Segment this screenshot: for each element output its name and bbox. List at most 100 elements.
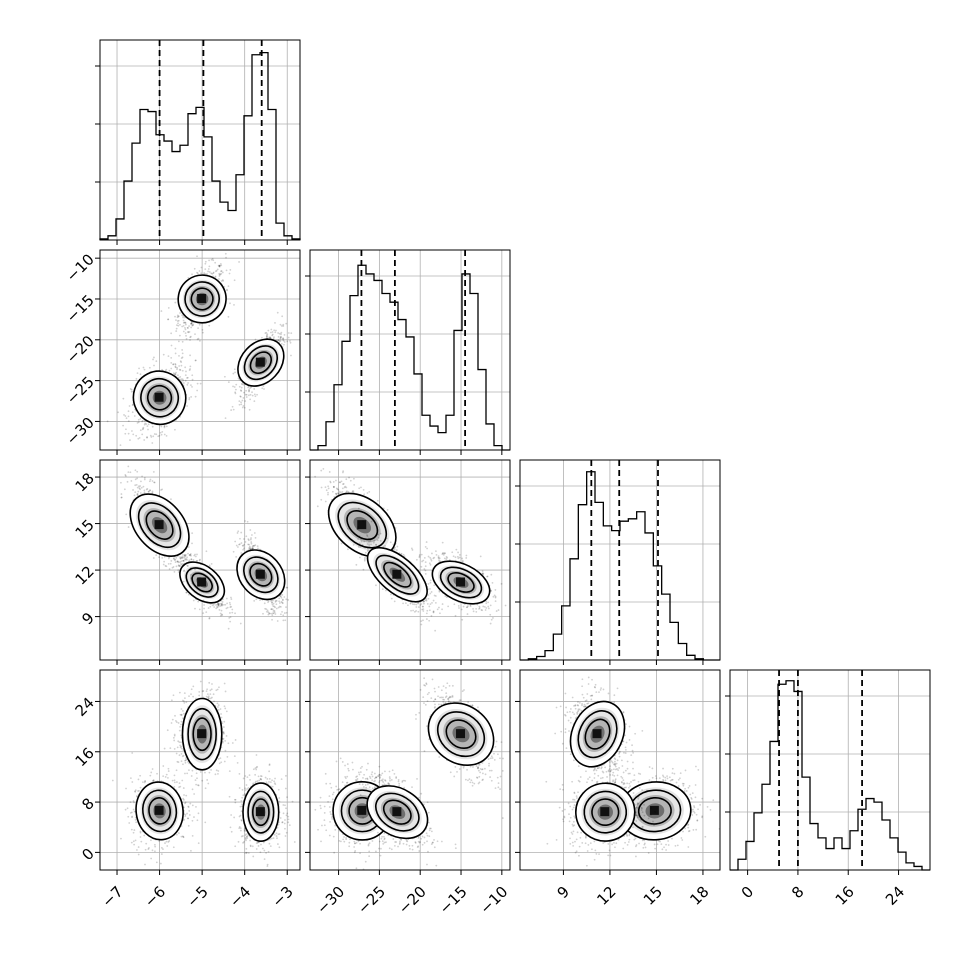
sample-point: [221, 614, 224, 616]
sample-point: [274, 606, 276, 609]
sample-point: [234, 540, 237, 543]
sample-point: [430, 558, 432, 561]
sample-point: [140, 451, 142, 453]
sample-point: [161, 556, 164, 559]
contour-line: [190, 287, 214, 311]
sample-point: [444, 552, 446, 555]
y-tick-label: −20: [63, 332, 98, 367]
sample-point: [262, 612, 264, 615]
sample-point: [266, 334, 268, 337]
sample-point: [227, 285, 230, 288]
sample-point: [217, 603, 220, 606]
sample-point: [497, 609, 500, 611]
sample-point: [237, 530, 240, 533]
sample-point: [176, 560, 179, 563]
sample-point: [273, 611, 276, 614]
sample-point: [228, 616, 231, 619]
sample-point: [220, 272, 223, 275]
sample-point: [177, 564, 180, 567]
sample-point: [225, 607, 228, 610]
sample-point: [187, 331, 190, 334]
sample-point: [185, 370, 187, 373]
sample-point: [441, 552, 444, 555]
sample-point: [139, 429, 142, 432]
sample-point: [140, 486, 143, 489]
sample-point: [290, 332, 293, 335]
sample-point: [124, 474, 127, 476]
sample-point: [229, 612, 231, 614]
sample-point: [273, 605, 276, 608]
sample-point: [282, 337, 284, 340]
sample-point: [151, 425, 154, 428]
sample-point: [280, 595, 282, 598]
sample-point: [137, 485, 140, 488]
sample-point: [184, 328, 187, 331]
sample-point: [266, 333, 269, 336]
sample-point: [139, 485, 142, 487]
sample-point: [242, 547, 245, 550]
sample-point: [174, 363, 177, 366]
sample-point: [274, 331, 277, 334]
sample-point: [194, 555, 197, 558]
sample-point: [170, 361, 173, 364]
sample-point: [184, 332, 187, 334]
sample-point: [174, 362, 177, 365]
sample-point: [188, 331, 191, 333]
sample-point: [136, 470, 139, 473]
sample-point: [225, 269, 228, 272]
sample-point: [180, 563, 182, 565]
sample-point: [190, 321, 193, 324]
sample-point: [229, 603, 232, 606]
sample-point: [245, 396, 248, 398]
sample-point: [441, 541, 444, 544]
sample-point: [493, 594, 496, 597]
sample-point: [485, 602, 488, 605]
sample-point: [415, 558, 418, 561]
sample-point: [226, 289, 228, 292]
sample-point: [273, 609, 276, 612]
sample-point: [176, 560, 179, 563]
sample-point: [186, 326, 189, 329]
sample-point: [172, 363, 175, 366]
sample-point: [127, 465, 130, 468]
sample-point: [151, 491, 154, 494]
sample-point: [179, 569, 182, 572]
sample-point: [184, 366, 187, 369]
sample-point: [244, 520, 246, 522]
sample-point: [184, 323, 187, 326]
sample-point: [175, 330, 178, 332]
sample-point: [281, 593, 284, 596]
sample-point: [167, 355, 170, 358]
sample-point: [163, 560, 166, 563]
sample-point: [194, 571, 197, 574]
sample-point: [445, 555, 448, 558]
sample-point: [243, 543, 246, 546]
sample-point: [135, 377, 138, 380]
sample-point: [190, 396, 193, 398]
sample-point: [239, 622, 242, 625]
sample-point: [173, 559, 176, 561]
sample-point: [179, 565, 181, 567]
sample-point: [429, 581, 432, 584]
sample-point: [278, 597, 281, 600]
sample-point: [279, 336, 282, 339]
sample-point: [229, 302, 231, 305]
sample-point: [242, 383, 245, 386]
sample-point: [482, 572, 485, 575]
sample-point: [248, 545, 251, 548]
sample-point: [229, 268, 232, 271]
sample-point: [483, 606, 486, 608]
sample-point: [208, 271, 211, 273]
sample-point: [289, 341, 292, 344]
sample-point: [280, 325, 283, 327]
sample-point: [282, 337, 285, 340]
sample-point: [218, 272, 221, 275]
sample-point: [190, 322, 193, 325]
sample-point: [226, 602, 228, 605]
sample-point: [251, 391, 253, 394]
sample-point: [432, 557, 435, 560]
panel-0-0: [95, 39, 301, 245]
sample-point: [126, 480, 129, 483]
sample-point: [266, 609, 269, 612]
sample-point: [271, 331, 274, 333]
